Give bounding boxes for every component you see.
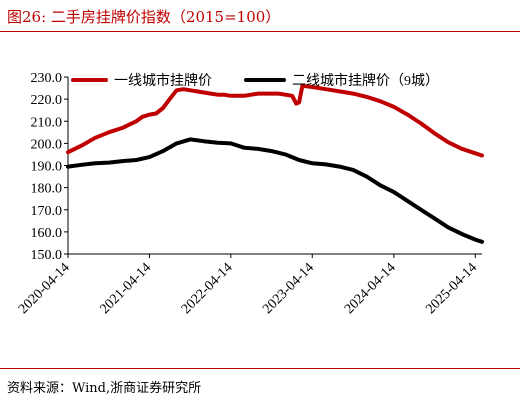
y-tick-label: 160.0 <box>31 226 63 241</box>
x-tick-label: 2020-04-14 <box>16 260 73 317</box>
y-tick-label: 210.0 <box>31 115 63 130</box>
chart-series <box>66 83 484 244</box>
x-tick-label: 2022-04-14 <box>179 260 236 317</box>
legend-label: 二线城市挂牌价（9城） <box>292 72 439 89</box>
y-tick-label: 200.0 <box>31 137 63 152</box>
source-divider <box>0 368 520 369</box>
y-tick-label: 230.0 <box>31 71 63 86</box>
x-tick-label: 2025-04-14 <box>423 260 480 317</box>
y-tick-label: 180.0 <box>31 182 63 197</box>
source-note: 资料来源：Wind,浙商证券研究所 <box>7 381 202 396</box>
y-tick-label: 190.0 <box>31 160 63 175</box>
y-tick-label: 150.0 <box>31 248 63 263</box>
x-tick-label: 2024-04-14 <box>342 260 399 317</box>
series-line-tier1 <box>66 83 484 158</box>
figure-title: 图26: 二手房挂牌价指数（2015=100） <box>7 8 281 26</box>
x-tick-label: 2023-04-14 <box>260 260 317 317</box>
line-chart: 150.0 160.0 170.0 180.0 190.0 200.0 210.0 220.0… <box>16 71 484 317</box>
series-line-tier2 <box>66 137 484 244</box>
x-tick-label: 2021-04-14 <box>97 260 154 317</box>
title-divider <box>0 31 520 32</box>
legend-label: 一线城市挂牌价 <box>114 72 212 89</box>
y-tick-label: 220.0 <box>31 93 63 108</box>
y-tick-label: 170.0 <box>31 204 63 219</box>
chart-axes: 150.0 160.0 170.0 180.0 190.0 200.0 210.0 220.0… <box>16 71 482 317</box>
chart-legend: 一线城市挂牌价 二线城市挂牌价（9城） <box>71 72 439 89</box>
